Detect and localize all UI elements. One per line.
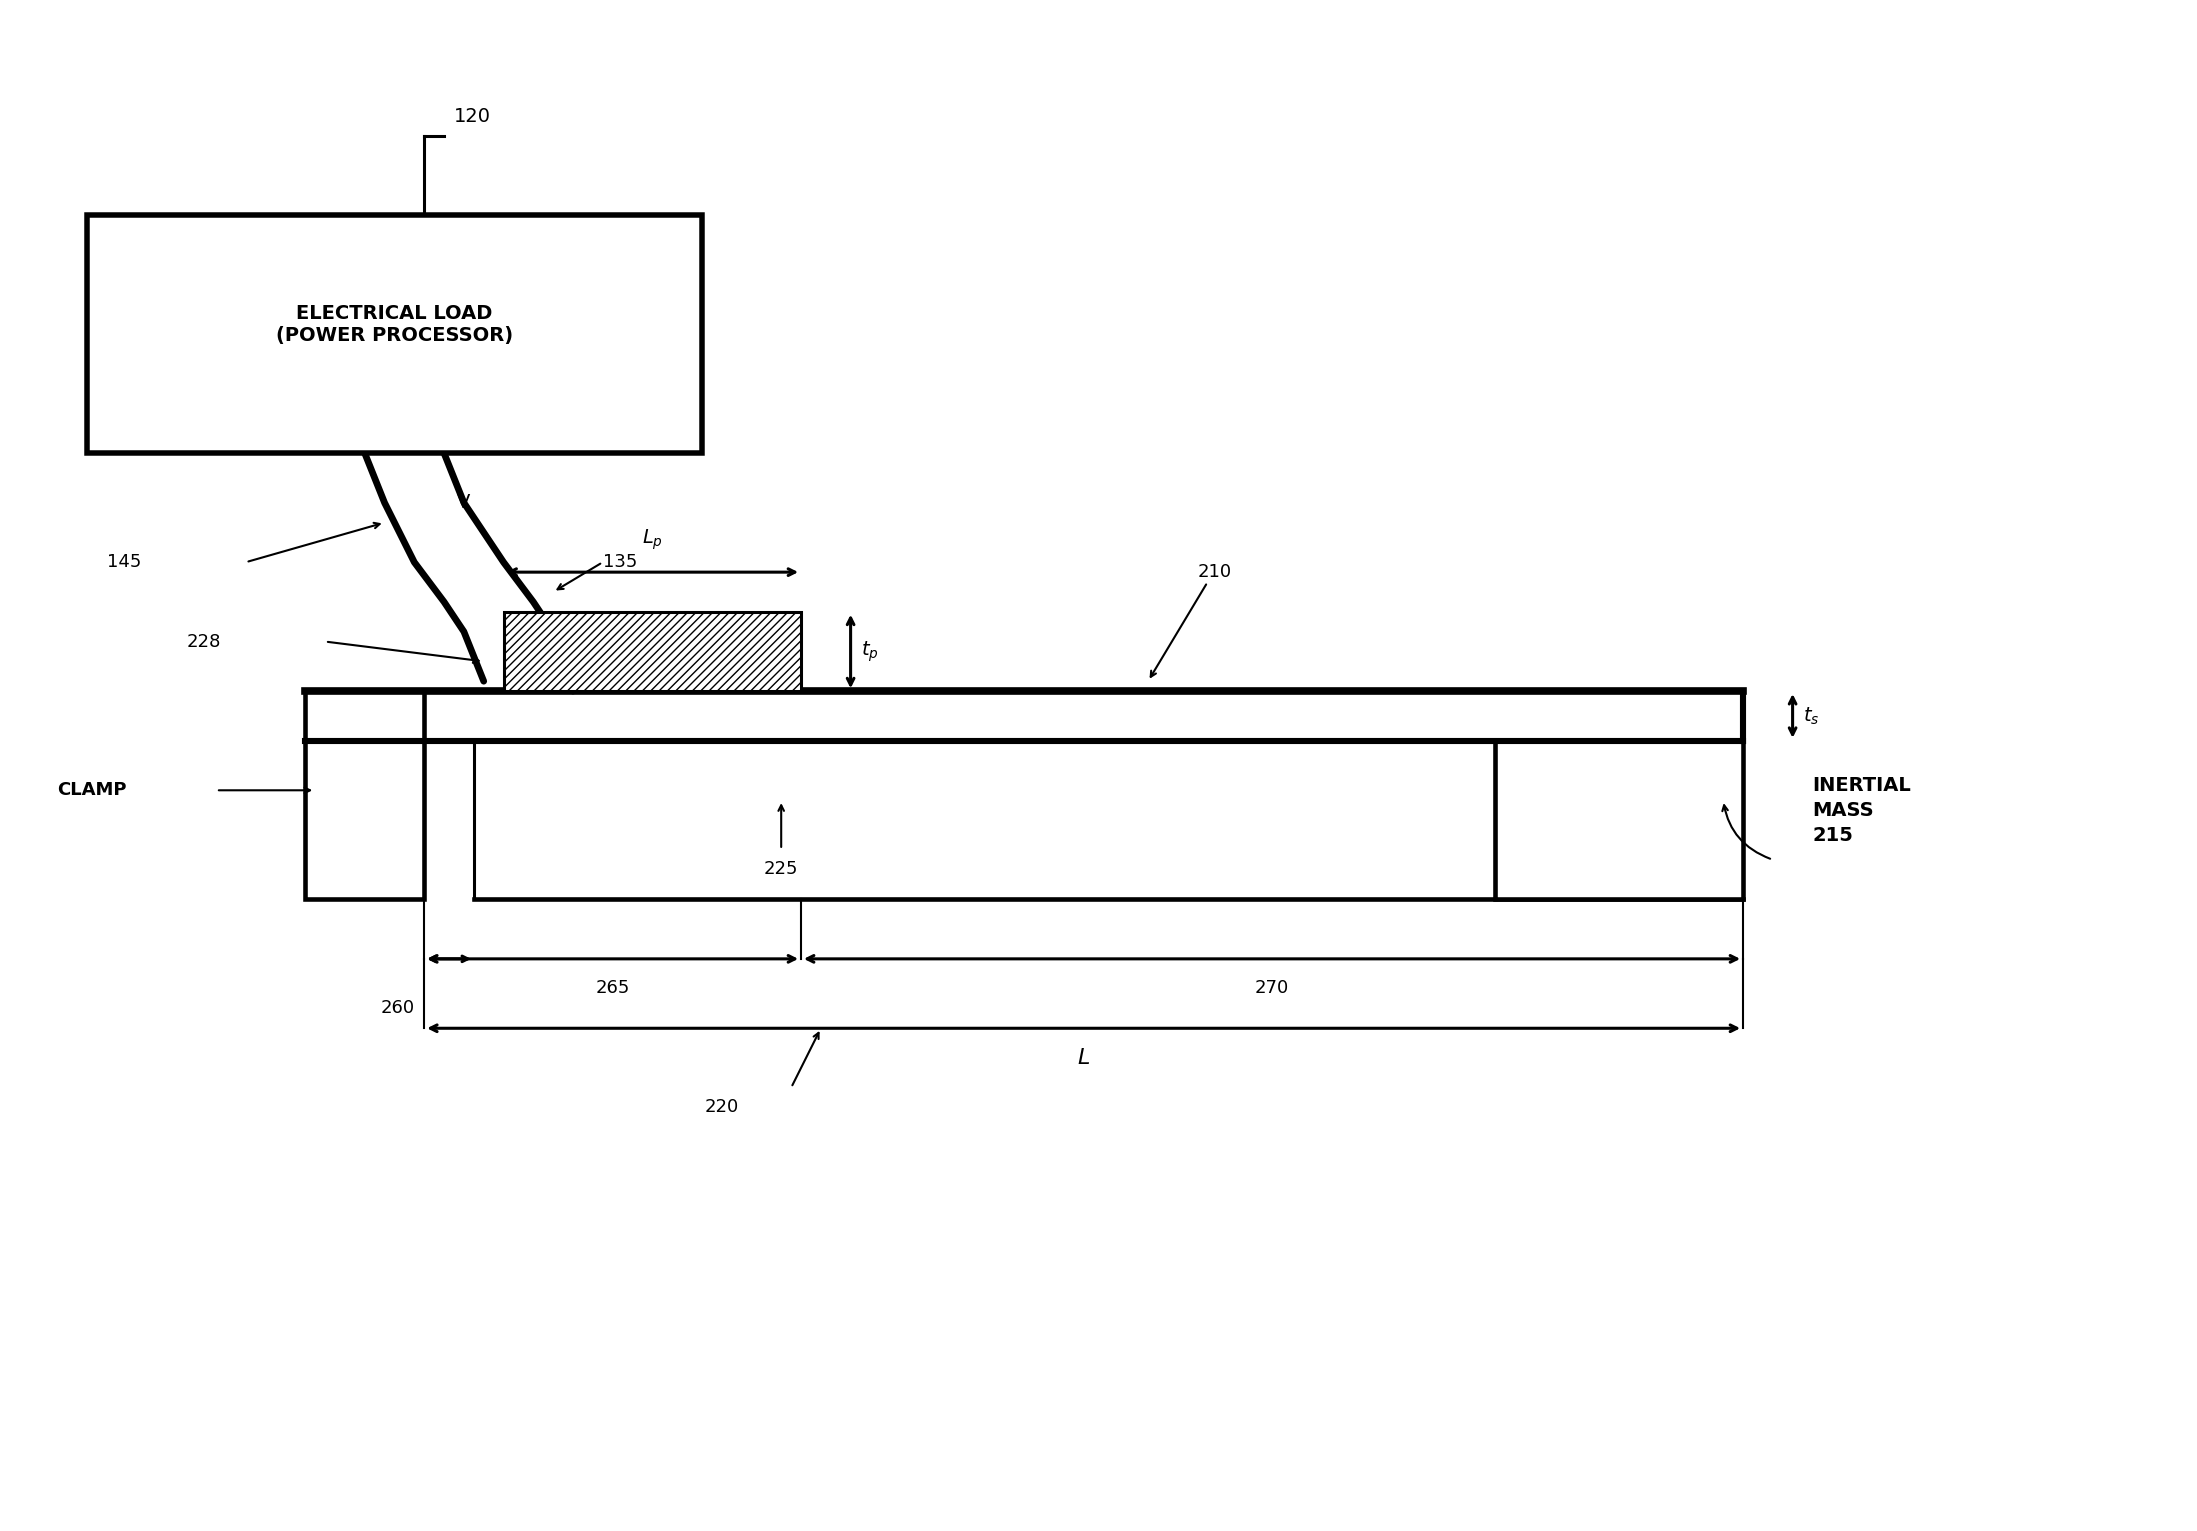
Text: 228: 228 bbox=[187, 632, 220, 651]
Text: 270: 270 bbox=[1254, 978, 1290, 997]
Text: INERTIAL
MASS
215: INERTIAL MASS 215 bbox=[1813, 776, 1911, 845]
Text: 135: 135 bbox=[602, 553, 637, 571]
Bar bbox=[88, 216, 701, 453]
Text: 145: 145 bbox=[108, 553, 141, 571]
Text: $L$: $L$ bbox=[1077, 1049, 1090, 1069]
Text: ELECTRICAL LOAD
(POWER PROCESSOR): ELECTRICAL LOAD (POWER PROCESSOR) bbox=[277, 303, 514, 344]
Text: 225: 225 bbox=[765, 860, 798, 877]
Text: $t_s$: $t_s$ bbox=[1802, 706, 1819, 727]
Text: $t_p$: $t_p$ bbox=[861, 640, 879, 664]
Bar bbox=[503, 612, 802, 690]
Bar bbox=[305, 690, 424, 899]
Text: 210: 210 bbox=[1197, 563, 1233, 582]
Bar bbox=[1496, 741, 1742, 899]
Text: 220: 220 bbox=[705, 1098, 738, 1116]
Text: 120: 120 bbox=[455, 107, 490, 126]
Text: 260: 260 bbox=[380, 998, 415, 1017]
Text: 265: 265 bbox=[595, 978, 631, 997]
Text: $L_p$: $L_p$ bbox=[642, 528, 663, 553]
Text: V: V bbox=[457, 493, 470, 513]
Text: CLAMP: CLAMP bbox=[57, 781, 127, 799]
